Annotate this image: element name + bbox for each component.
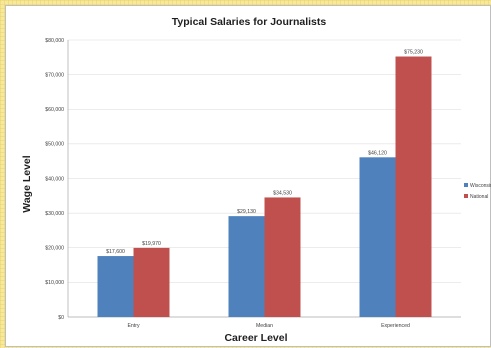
legend-swatch [464, 194, 468, 198]
data-label: $34,530 [273, 190, 292, 196]
data-labels: $17,600 $19,970 $29,130 $34,530 $46,120 $75,2… [106, 50, 423, 256]
x-axis-title: Career Level [224, 332, 287, 344]
legend: Wisconsin National [464, 183, 491, 200]
data-label: $17,600 [106, 249, 125, 255]
chart-frame: Typical Salaries for Journalists $0 $10,0… [5, 5, 491, 347]
bar-wisconsin-entry [97, 256, 134, 317]
bar-wisconsin-median [228, 216, 265, 317]
y-tick-label: $60,000 [45, 107, 64, 113]
bar-national-entry [133, 247, 170, 317]
legend-label: National [470, 194, 488, 200]
x-tick-label: Experienced [381, 323, 410, 329]
y-tick-label: $20,000 [45, 246, 64, 252]
y-axis-title: Wage Level [21, 155, 33, 212]
bar-chart: Typical Salaries for Journalists $0 $10,0… [21, 16, 491, 344]
y-tick-label: $80,000 [45, 38, 64, 44]
y-axis-ticks: $0 $10,000 $20,000 $30,000 $40,000 $50,000 $60… [45, 38, 64, 321]
data-label: $75,230 [404, 50, 423, 56]
bar-national-median [264, 197, 301, 317]
x-tick-label: Median [256, 323, 273, 329]
data-label: $46,120 [368, 150, 387, 156]
y-tick-label: $40,000 [45, 176, 64, 182]
y-tick-label: $10,000 [45, 280, 64, 286]
legend-swatch [464, 183, 468, 187]
y-tick-label: $50,000 [45, 142, 64, 148]
bar-national-experienced [395, 56, 432, 318]
y-tick-label: $30,000 [45, 211, 64, 217]
x-axis-ticks: Entry Median Experienced [127, 323, 410, 329]
bar-wisconsin-experienced [359, 157, 396, 317]
data-label: $19,970 [142, 241, 161, 247]
data-label: $29,130 [237, 209, 256, 215]
legend-label: Wisconsin [470, 183, 491, 189]
y-tick-label: $70,000 [45, 72, 64, 78]
x-tick-label: Entry [127, 323, 140, 329]
chart-title: Typical Salaries for Journalists [172, 16, 327, 28]
bars [97, 56, 432, 318]
y-tick-label: $0 [58, 315, 64, 321]
